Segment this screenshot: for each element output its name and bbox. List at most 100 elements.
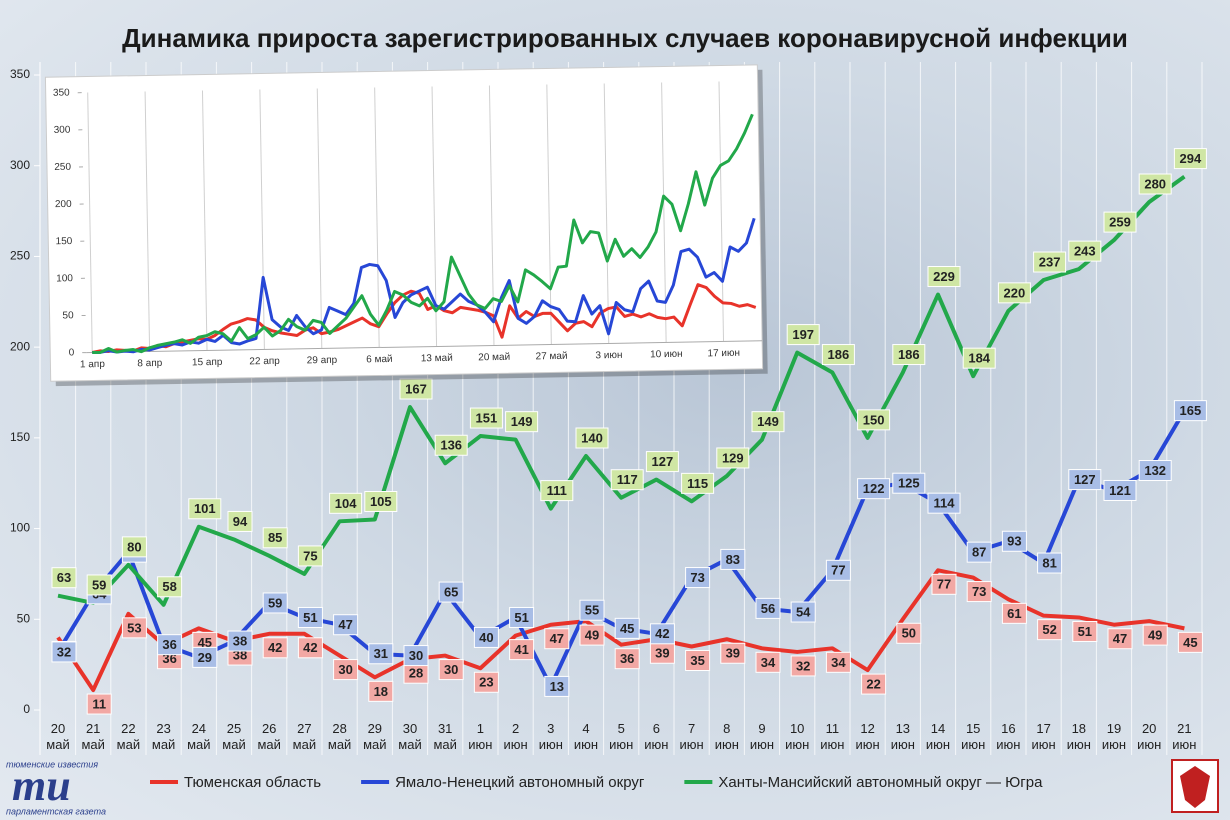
data-label-box <box>931 573 957 595</box>
data-label-box <box>1173 400 1207 422</box>
data-label-box <box>825 559 851 581</box>
data-label: 55 <box>585 603 599 618</box>
axis-line <box>86 340 763 354</box>
data-label-box <box>540 480 574 502</box>
x-tick-label: 15 июн <box>961 721 986 752</box>
x-tick-label: 21 июн <box>1172 721 1197 752</box>
data-label: 28 <box>409 666 423 681</box>
data-label-box <box>262 527 288 549</box>
data-label-box <box>509 606 535 628</box>
data-label-box <box>157 576 183 598</box>
data-label: 125 <box>898 476 920 491</box>
data-label: 73 <box>972 584 986 599</box>
data-label-box <box>1138 173 1172 195</box>
y-tick-label: 0 <box>23 702 30 716</box>
data-label: 35 <box>690 653 704 668</box>
data-label: 45 <box>198 635 212 650</box>
data-label-box <box>966 541 992 563</box>
x-tick-label: 31 май <box>433 721 457 752</box>
data-label: 45 <box>620 621 634 636</box>
data-label: 87 <box>972 545 986 560</box>
data-label: 34 <box>831 655 846 670</box>
data-label: 243 <box>1074 244 1096 259</box>
data-label: 42 <box>655 626 669 641</box>
x-tick-label: 6 май <box>366 354 393 365</box>
data-label: 39 <box>655 646 669 661</box>
x-tick-label: 29 май <box>363 721 387 752</box>
series-line <box>92 217 756 354</box>
data-label: 151 <box>476 410 498 425</box>
x-tick-label: 25 май <box>222 721 246 752</box>
data-label-box <box>297 545 323 567</box>
data-label: 50 <box>902 626 916 641</box>
data-label-box <box>297 637 323 659</box>
data-label-box <box>1173 148 1207 170</box>
data-label-box <box>681 472 715 494</box>
data-label: 122 <box>863 481 885 496</box>
data-label-box <box>544 628 570 650</box>
data-label-box <box>333 614 359 636</box>
x-tick-label: 18 июн <box>1066 721 1091 752</box>
data-label: 56 <box>761 601 775 616</box>
data-label-box <box>716 447 750 469</box>
data-label: 36 <box>162 637 176 652</box>
grid-line <box>488 85 495 346</box>
data-label-box <box>297 606 323 628</box>
y-tick-label: 300 <box>54 125 71 136</box>
data-label-box <box>1103 479 1137 501</box>
data-label: 127 <box>1074 472 1096 487</box>
y-tick-label: 150 <box>10 430 30 444</box>
data-label-box <box>927 492 961 514</box>
x-tick-label: 16 июн <box>996 721 1021 752</box>
data-label: 47 <box>338 617 352 632</box>
data-label: 117 <box>617 472 638 487</box>
data-label-box <box>329 492 363 514</box>
legend-label: Ханты-Мансийский автономный округ — Югра <box>718 774 1043 791</box>
data-label-box <box>575 427 609 449</box>
x-tick-label: 14 июн <box>925 721 951 752</box>
x-tick-label: 30 май <box>398 721 422 752</box>
data-label: 104 <box>335 496 357 511</box>
data-label: 220 <box>1004 285 1026 300</box>
data-label-box <box>434 434 468 456</box>
data-label: 49 <box>585 628 599 643</box>
data-label-box <box>262 637 288 659</box>
grid-line <box>201 90 208 351</box>
x-tick-label: 15 апр <box>192 357 223 369</box>
data-label: 114 <box>934 496 956 511</box>
data-label: 140 <box>581 430 603 445</box>
data-label-box <box>966 581 992 603</box>
data-label-box <box>333 659 359 681</box>
data-label-box <box>927 266 961 288</box>
data-label-box <box>51 567 77 589</box>
data-label-box <box>188 498 222 520</box>
data-label: 42 <box>268 640 282 655</box>
data-label-box <box>1107 628 1133 650</box>
data-label-box <box>610 469 644 491</box>
data-label: 51 <box>303 610 317 625</box>
series-line <box>92 113 754 354</box>
data-label-box <box>368 643 394 665</box>
data-label-box <box>755 597 781 619</box>
x-tick-label: 12 июн <box>855 721 880 752</box>
x-tick-label: 19 июн <box>1101 721 1127 752</box>
data-label-box <box>579 624 605 646</box>
data-label: 13 <box>550 679 564 694</box>
data-label: 75 <box>303 548 317 563</box>
data-label-box <box>892 472 926 494</box>
data-label-box <box>825 651 851 673</box>
data-label: 111 <box>547 483 567 498</box>
y-tick-label: 150 <box>56 236 73 247</box>
x-tick-label: 2 июн <box>503 721 528 752</box>
data-label-box <box>1177 631 1203 653</box>
y-tick-label: 50 <box>62 310 74 321</box>
data-label-box <box>821 344 855 366</box>
data-label-box <box>473 671 499 693</box>
data-label-box <box>469 407 503 429</box>
grid-line <box>259 89 265 350</box>
data-label: 47 <box>550 631 564 646</box>
data-label-box <box>227 630 253 652</box>
data-label: 186 <box>828 347 850 362</box>
data-label: 61 <box>1007 606 1021 621</box>
